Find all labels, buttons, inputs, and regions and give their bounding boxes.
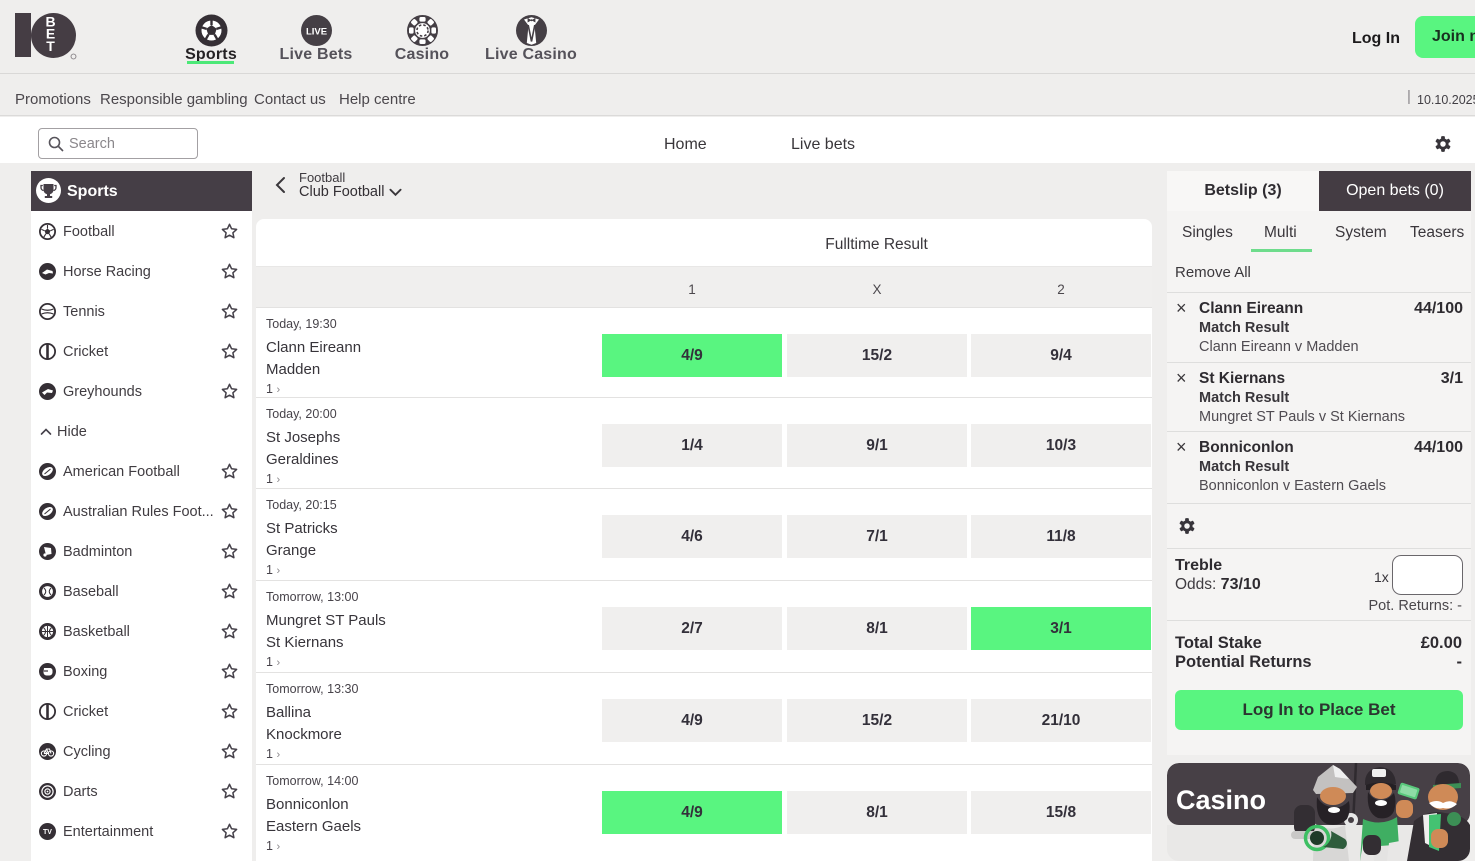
svg-text:TV: TV xyxy=(43,829,52,836)
svg-text:T: T xyxy=(46,38,55,54)
svg-text:LIVE: LIVE xyxy=(306,26,327,37)
svg-text:B: B xyxy=(45,14,55,30)
svg-text:E: E xyxy=(46,26,55,42)
